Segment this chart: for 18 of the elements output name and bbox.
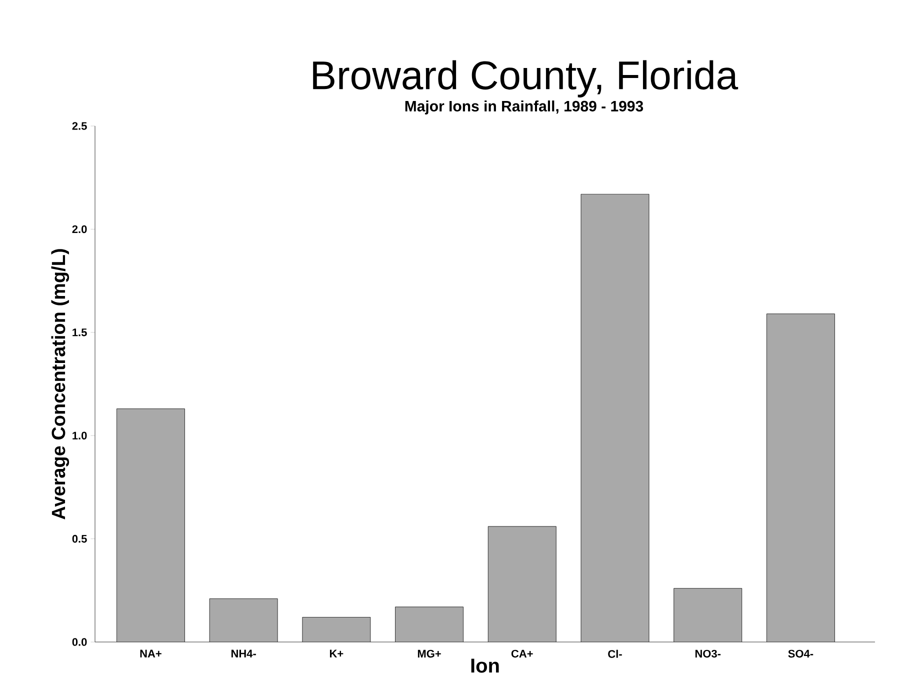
chart-subtitle: Major Ions in Rainfall, 1989 - 1993 <box>405 100 644 114</box>
y-axis-title: Average Concentration (mg/L) <box>51 249 70 520</box>
x-axis-title: Ion <box>471 658 499 673</box>
x-tick-label: CA+ <box>511 650 533 658</box>
y-tick-label: 2.5 <box>72 122 87 130</box>
x-tick-label: NH4- <box>231 650 256 658</box>
y-tick-label: 1.5 <box>72 328 87 336</box>
y-tick-label: 2.0 <box>72 225 87 234</box>
y-tick-label: 0.0 <box>72 638 87 646</box>
y-tick-label: 1.0 <box>72 432 87 440</box>
x-tick-label: NA+ <box>140 650 162 658</box>
x-tick-label: NO3- <box>695 650 721 658</box>
y-tick-label: 0.5 <box>72 534 87 543</box>
x-tick-label: MG+ <box>418 650 441 658</box>
x-tick-label: Cl- <box>608 650 622 658</box>
x-tick-label: SO4- <box>788 650 814 658</box>
x-tick-label: K+ <box>330 650 344 658</box>
chart-title: Broward County, Florida <box>313 60 738 98</box>
